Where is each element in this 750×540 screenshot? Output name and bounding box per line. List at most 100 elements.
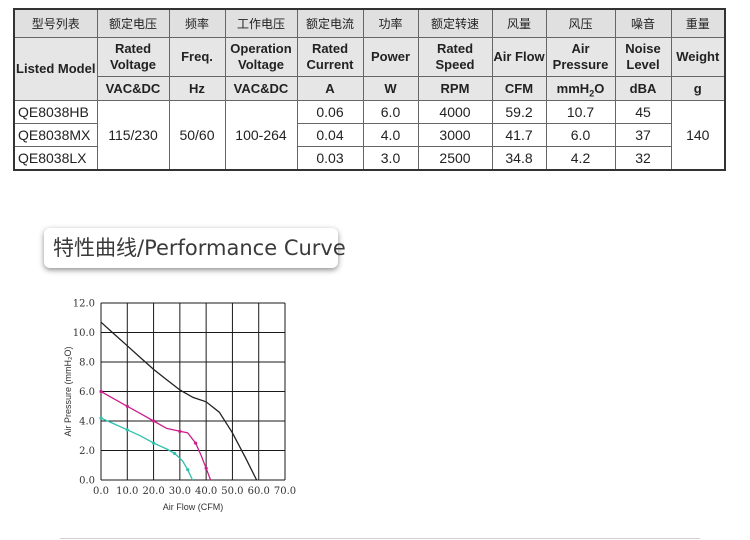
- series-point-2: [125, 404, 129, 408]
- unit-speed: RPM: [417, 76, 493, 101]
- x-tick-label: 70.0: [274, 486, 296, 497]
- noise-cell: 32: [614, 146, 672, 171]
- performance-chart: 0.0 10.0 20.0 30.0 40.0 50.0 60.0 70.0 0.0 2.0 4.…: [63, 299, 296, 513]
- freq-cell: 50/60: [168, 100, 226, 171]
- header-cn-freq: 频率: [168, 8, 226, 38]
- speed-cell: 4000: [417, 100, 493, 124]
- header-cn-noise: 噪音: [614, 8, 672, 38]
- model-cell: QE8038HB: [13, 100, 98, 124]
- model-cell: QE8038LX: [13, 146, 98, 171]
- header-en-rated-speed: Rated Speed: [417, 37, 493, 77]
- current-cell: 0.03: [296, 146, 364, 171]
- noise-cell: 45: [614, 100, 672, 124]
- speed-cell: 2500: [417, 146, 493, 171]
- unit-weight: g: [670, 76, 726, 101]
- header-cn-rated-speed: 额定转速: [417, 8, 493, 38]
- series-point-3: [186, 468, 190, 472]
- power-cell: 3.0: [362, 146, 419, 171]
- unit-power: W: [362, 76, 419, 101]
- rated-voltage-cell: 115/230: [96, 100, 170, 171]
- power-cell: 6.0: [362, 100, 419, 124]
- current-cell: 0.06: [296, 100, 364, 124]
- x-tick-label: 50.0: [221, 486, 243, 497]
- series-point-2: [204, 466, 208, 470]
- header-en-rated-voltage: Rated Voltage: [96, 37, 170, 77]
- header-cn-weight: 重量: [670, 8, 726, 38]
- header-cn-rated-current: 额定电流: [296, 8, 364, 38]
- model-cell: QE8038MX: [13, 123, 98, 147]
- header-cn-rated-voltage: 额定电压: [96, 8, 170, 38]
- unit-current: A: [296, 76, 364, 101]
- y-ticks: 0.0 2.0 4.0 6.0 8.0 10.0 12.0: [73, 299, 95, 487]
- x-axis-label: Air Flow (CFM): [163, 502, 224, 512]
- header-en-operation-voltage: Operation Voltage: [224, 37, 298, 77]
- table-row: QE8038HB 115/230 50/60 100-264 0.06 6.0 …: [13, 100, 726, 171]
- flow-cell: 34.8: [491, 146, 547, 171]
- header-row-cn: 型号列表 额定电压 频率 工作电压 额定电流 功率 额定转速 风量 风压 噪音 …: [13, 8, 726, 38]
- y-tick-label: 0.0: [79, 476, 95, 487]
- x-tick-label: 20.0: [142, 486, 164, 497]
- series-point-3: [125, 428, 129, 432]
- header-en-model: Listed Model: [13, 37, 98, 101]
- x-tick-label: 30.0: [169, 486, 191, 497]
- pressure-cell: 10.7: [545, 100, 616, 124]
- x-tick-label: 10.0: [116, 486, 138, 497]
- power-cell: 4.0: [362, 123, 419, 147]
- header-en-air-flow: Air Flow: [491, 37, 547, 77]
- header-en-noise: Noise Level: [614, 37, 672, 77]
- table-row: QE8038LX 0.03 3.0 2500 34.8 4.2 32: [13, 146, 725, 171]
- series-line-1: [100, 321, 258, 481]
- header-en-freq: Freq.: [168, 37, 226, 77]
- series-line-2: [100, 390, 212, 481]
- unit-operation-voltage: VAC&DC: [224, 76, 298, 101]
- x-tick-label: 40.0: [195, 486, 217, 497]
- series-point-2: [151, 419, 156, 423]
- flow-cell: 41.7: [491, 123, 547, 147]
- pressure-cell: 6.0: [545, 123, 616, 147]
- y-tick-label: 10.0: [73, 328, 95, 339]
- unit-freq: Hz: [168, 76, 226, 101]
- x-tick-label: 0.0: [93, 486, 109, 497]
- y-tick-label: 2.0: [79, 446, 95, 457]
- x-ticks: 0.0 10.0 20.0 30.0 40.0 50.0 60.0 70.0: [93, 486, 296, 497]
- noise-cell: 37: [614, 123, 672, 147]
- speed-cell: 3000: [417, 123, 493, 147]
- series-line-3: [100, 417, 194, 481]
- header-cn-power: 功率: [362, 8, 419, 38]
- y-tick-label: 12.0: [73, 299, 95, 310]
- series-point-3: [151, 441, 156, 445]
- header-cn-air-flow: 风量: [491, 8, 547, 38]
- series-point-2: [99, 389, 103, 394]
- operation-voltage-cell: 100-264: [224, 100, 298, 171]
- unit-rated-voltage: VAC&DC: [96, 76, 170, 101]
- header-row-en: Listed Model Rated Voltage Freq. Operati…: [13, 37, 726, 101]
- header-en-power: Power: [362, 37, 419, 77]
- x-tick-label: 60.0: [248, 486, 270, 497]
- spec-table: 型号列表 额定电压 频率 工作电压 额定电流 功率 额定转速 风量 风压 噪音 …: [13, 8, 726, 171]
- section-heading: 特性曲线/Performance Curve: [44, 228, 346, 268]
- header-cn-air-pressure: 风压: [545, 8, 616, 38]
- unit-flow: CFM: [491, 76, 547, 101]
- current-cell: 0.04: [296, 123, 364, 147]
- header-en-weight: Weight: [670, 37, 726, 77]
- series-point-3: [173, 451, 177, 456]
- weight-cell: 140: [670, 100, 726, 171]
- divider: [60, 538, 700, 539]
- chart-series: [99, 321, 258, 481]
- unit-noise: dBA: [614, 76, 672, 101]
- pressure-cell: 4.2: [545, 146, 616, 171]
- header-cn-operation-voltage: 工作电压: [224, 8, 298, 38]
- series-point-2: [194, 441, 198, 445]
- header-cn-model: 型号列表: [13, 8, 98, 38]
- y-tick-label: 4.0: [79, 417, 95, 428]
- y-tick-label: 8.0: [79, 358, 95, 369]
- units-row: VAC&DC Hz VAC&DC A W RPM CFM mmH2O dBA g: [14, 76, 726, 101]
- series-point-3: [99, 416, 103, 420]
- table-row: QE8038MX 0.04 4.0 3000 41.7 6.0 37: [13, 123, 725, 147]
- unit-pressure: mmH2O: [545, 76, 616, 101]
- header-en-rated-current: Rated Current: [296, 37, 364, 77]
- header-en-air-pressure: Air Pressure: [545, 37, 616, 77]
- series-point-2: [178, 429, 182, 433]
- y-axis-label: Air Pressure (mmH₂O): [63, 347, 73, 437]
- y-tick-label: 6.0: [79, 387, 95, 398]
